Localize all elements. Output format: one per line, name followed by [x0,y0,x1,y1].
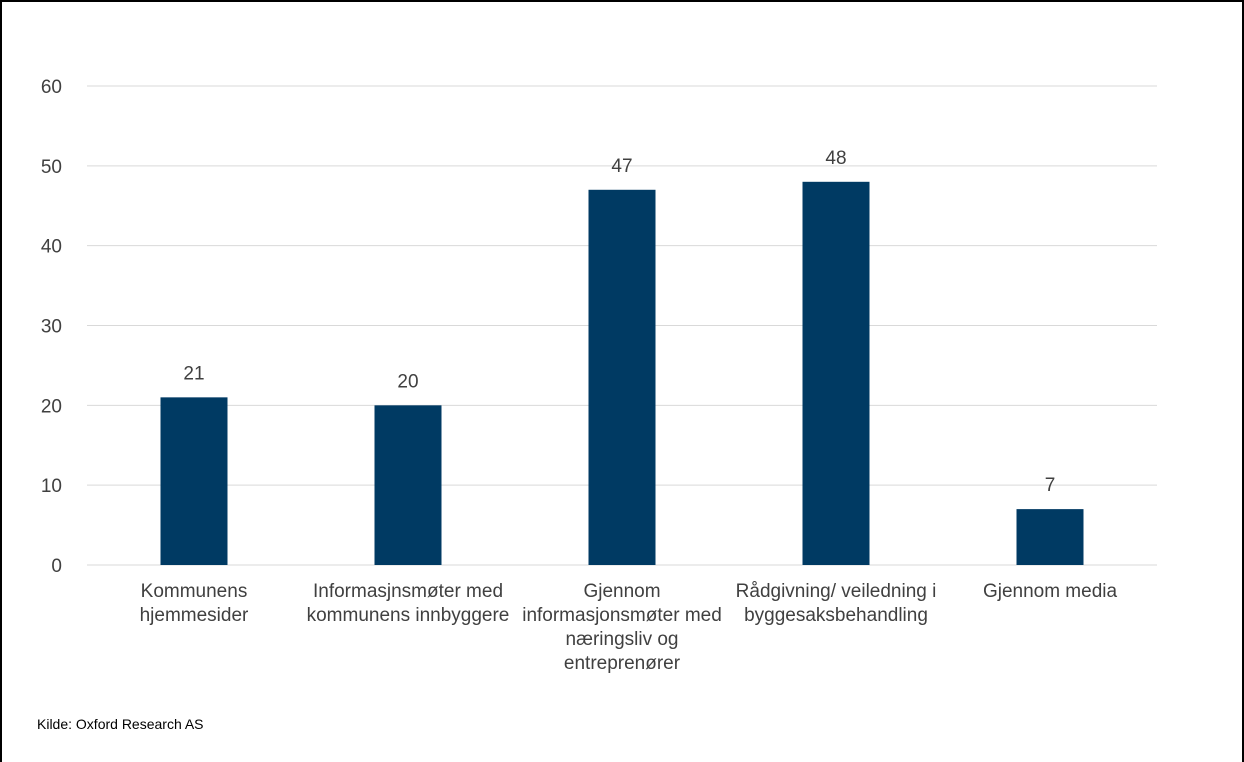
bar-5 [1016,509,1084,565]
bar-3 [588,189,656,566]
category-label-line: kommunens innbyggere [307,605,510,626]
source-note: Kilde: Oxford Research AS [37,716,204,732]
category-label-line: Kommunens [141,581,248,602]
data-label-1: 21 [183,363,204,384]
category-label-line: entreprenører [564,653,681,674]
y-tick-label: 30 [41,317,62,338]
category-label-4: Rådgivning/ veiledning i byggesaksbehandl… [736,581,937,626]
category-label-line: Informasjnsmøter med [313,581,503,602]
category-label-line: Rådgivning/ veiledning i [736,581,937,602]
bar-1 [160,397,228,565]
data-labels: 21 20 47 48 7 [183,148,1055,496]
y-tick-label: 40 [41,237,62,258]
data-label-2: 20 [397,371,418,392]
category-label-line: byggesaksbehandling [744,605,928,626]
x-axis-category-labels: Kommunens hjemmesider Informasjnsmøter med… [140,581,1118,674]
category-label-5: Gjennom media [983,581,1118,602]
bar-2 [374,405,442,565]
y-tick-label: 10 [41,476,62,497]
category-label-1: Kommunens hjemmesider [140,581,249,626]
category-label-line: informasjonsmøter med [522,605,722,626]
category-label-2: Informasjnsmøter med kommunens innbyggere [307,581,510,626]
y-tick-label: 60 [41,77,62,98]
y-axis-tick-labels: 0 10 20 30 40 50 60 [41,77,62,577]
data-label-5: 7 [1045,475,1056,496]
bars [160,181,1084,566]
category-label-line: Gjennom media [983,581,1118,602]
category-label-3: Gjennom informasjonsmøter med næringsliv o… [522,581,722,674]
category-label-line: hjemmesider [140,605,249,626]
category-label-line: Gjennom [583,581,660,602]
data-label-4: 48 [825,148,846,169]
y-tick-label: 20 [41,396,62,417]
data-label-3: 47 [611,156,632,177]
y-tick-label: 50 [41,157,62,178]
bar-4 [802,181,870,566]
y-tick-label: 0 [51,556,62,577]
category-label-line: næringsliv og [566,629,679,650]
